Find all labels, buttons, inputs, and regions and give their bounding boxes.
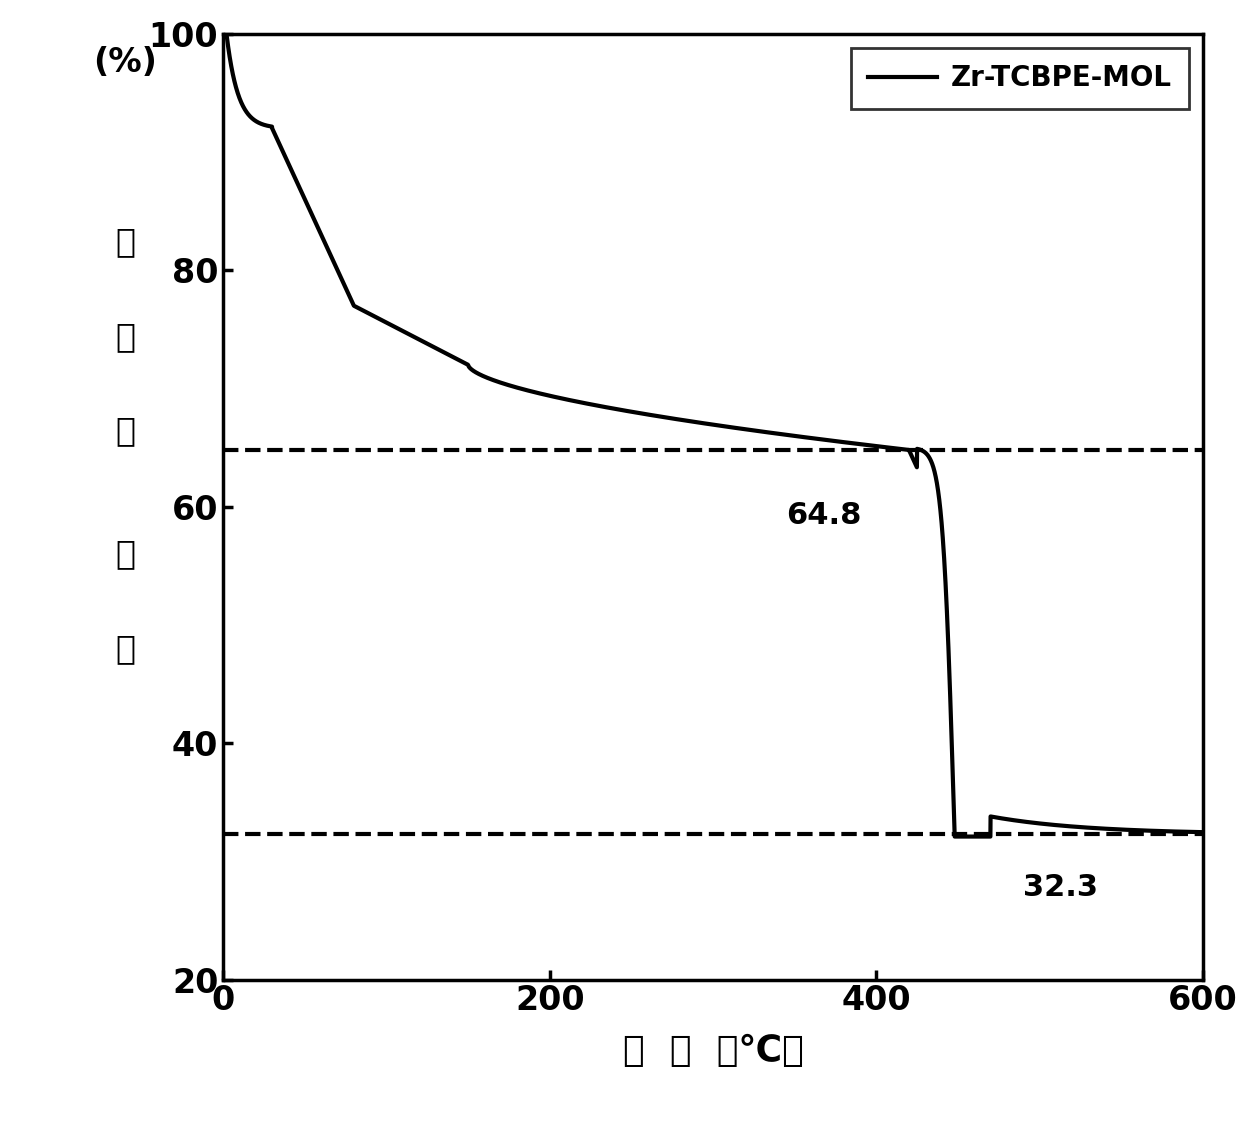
Text: 量: 量 <box>115 320 135 352</box>
Zr-TCBPE-MOL <box>804 431 818 445</box>
Zr-TCBPE-MOL <box>1195 825 1210 839</box>
Zr-TCBPE-MOL <box>393 323 408 337</box>
Text: 分: 分 <box>115 537 135 571</box>
Zr-TCBPE-MOL <box>947 830 962 843</box>
Text: 32.3: 32.3 <box>1023 874 1099 902</box>
Zr-TCBPE-MOL <box>216 27 231 41</box>
Text: 质: 质 <box>115 225 135 258</box>
Line: Zr-TCBPE-MOL: Zr-TCBPE-MOL <box>223 34 1203 837</box>
Zr-TCBPE-MOL <box>590 399 605 412</box>
Legend: Zr-TCBPE-MOL: Zr-TCBPE-MOL <box>851 47 1189 109</box>
Text: 百: 百 <box>115 632 135 665</box>
Text: 含: 含 <box>115 414 135 447</box>
X-axis label: 温  度  （℃）: 温 度 （℃） <box>622 1034 804 1069</box>
Zr-TCBPE-MOL <box>1022 815 1037 829</box>
Text: (%): (%) <box>93 46 157 79</box>
Text: 64.8: 64.8 <box>786 501 862 530</box>
Zr-TCBPE-MOL <box>853 437 868 450</box>
Zr-TCBPE-MOL <box>946 814 961 828</box>
